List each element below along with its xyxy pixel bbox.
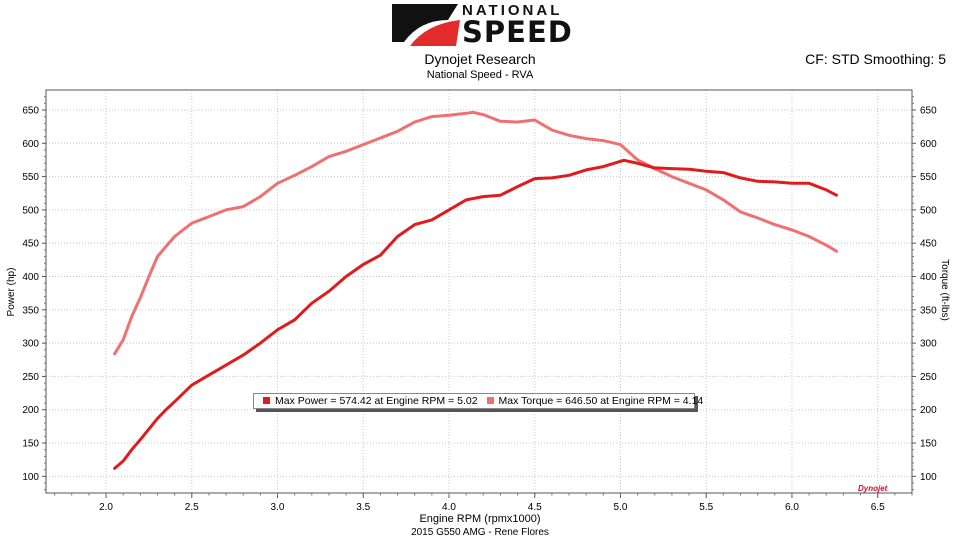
y-tick-label: 100 xyxy=(22,472,39,483)
legend-torque-label: Max Torque = 646.50 at Engine RPM = 4.14 xyxy=(498,395,704,407)
y2-tick-label: 300 xyxy=(920,339,937,350)
x-tick-label: 3.0 xyxy=(271,502,285,513)
x-tick-label: 5.0 xyxy=(614,502,628,513)
y2-tick-label: 550 xyxy=(920,172,937,183)
y2-tick-label: 600 xyxy=(920,139,937,150)
logo-text-speed: SPEED xyxy=(462,15,573,49)
y-axis-right-label: Torque (ft-lbs) xyxy=(939,259,950,321)
chart-title: Dynojet Research xyxy=(424,51,536,67)
x-tick-label: 4.5 xyxy=(528,502,542,513)
y2-tick-label: 100 xyxy=(920,472,937,483)
y-tick-label: 200 xyxy=(22,405,39,416)
x-tick-label: 6.0 xyxy=(785,502,799,513)
dynojet-watermark: Dynojet xyxy=(858,484,888,493)
chart-legend: Max Power = 574.42 at Engine RPM = 5.02 M… xyxy=(253,393,703,409)
y-tick-label: 500 xyxy=(22,205,39,216)
legend-power-label: Max Power = 574.42 at Engine RPM = 5.02 xyxy=(275,395,478,407)
logo-text-national: NATIONAL xyxy=(462,2,563,19)
y2-tick-label: 250 xyxy=(920,372,937,383)
y2-tick-label: 200 xyxy=(920,405,937,416)
logo-swoosh-icon xyxy=(392,4,460,46)
y2-tick-label: 500 xyxy=(920,205,937,216)
y-tick-label: 400 xyxy=(22,272,39,283)
correction-factor-text: CF: STD Smoothing: 5 xyxy=(805,51,946,67)
x-tick-label: 4.0 xyxy=(442,502,456,513)
y-tick-label: 350 xyxy=(22,305,39,316)
y2-tick-label: 400 xyxy=(920,272,937,283)
y-tick-label: 600 xyxy=(22,139,39,150)
y2-tick-label: 650 xyxy=(920,105,937,116)
y-tick-label: 300 xyxy=(22,339,39,350)
series-lines xyxy=(113,110,838,470)
x-axis-ticks: 2.0 2.5 3.0 3.5 4.0 4.5 5.0 5.5 6.0 6.5 xyxy=(54,493,913,513)
y-tick-label: 550 xyxy=(22,172,39,183)
y2-tick-label: 150 xyxy=(920,439,937,450)
x-axis-label: Engine RPM (rpmx1000) xyxy=(419,513,541,525)
x-tick-label: 6.5 xyxy=(871,502,885,513)
y-axis-right-ticks: 100 150 200 250 300 350 400 450 500 550 600 650 xyxy=(912,96,937,491)
grid-lines xyxy=(46,90,912,493)
legend-power-swatch xyxy=(263,397,270,404)
series-line-power xyxy=(113,158,838,470)
y2-tick-label: 350 xyxy=(920,305,937,316)
x-tick-label: 2.0 xyxy=(99,502,113,513)
y-axis-left-ticks: 100 150 200 250 300 350 400 450 500 550 600 650 xyxy=(22,96,46,491)
x-tick-label: 5.5 xyxy=(699,502,713,513)
y-tick-label: 650 xyxy=(22,105,39,116)
plot-frame xyxy=(45,89,913,494)
legend-torque-swatch xyxy=(486,397,494,404)
x-tick-label: 2.5 xyxy=(185,502,199,513)
y-tick-label: 450 xyxy=(22,239,39,250)
y2-tick-label: 450 xyxy=(920,239,937,250)
x-tick-label: 3.5 xyxy=(356,502,370,513)
run-description: 2015 G550 AMG - Rene Flores xyxy=(411,527,549,538)
y-tick-label: 150 xyxy=(22,439,39,450)
national-speed-logo xyxy=(390,2,580,50)
series-line-torque xyxy=(113,110,838,356)
y-axis-left-label: Power (hp) xyxy=(6,268,17,317)
y-tick-label: 250 xyxy=(22,372,39,383)
chart-subtitle: National Speed - RVA xyxy=(426,69,534,81)
